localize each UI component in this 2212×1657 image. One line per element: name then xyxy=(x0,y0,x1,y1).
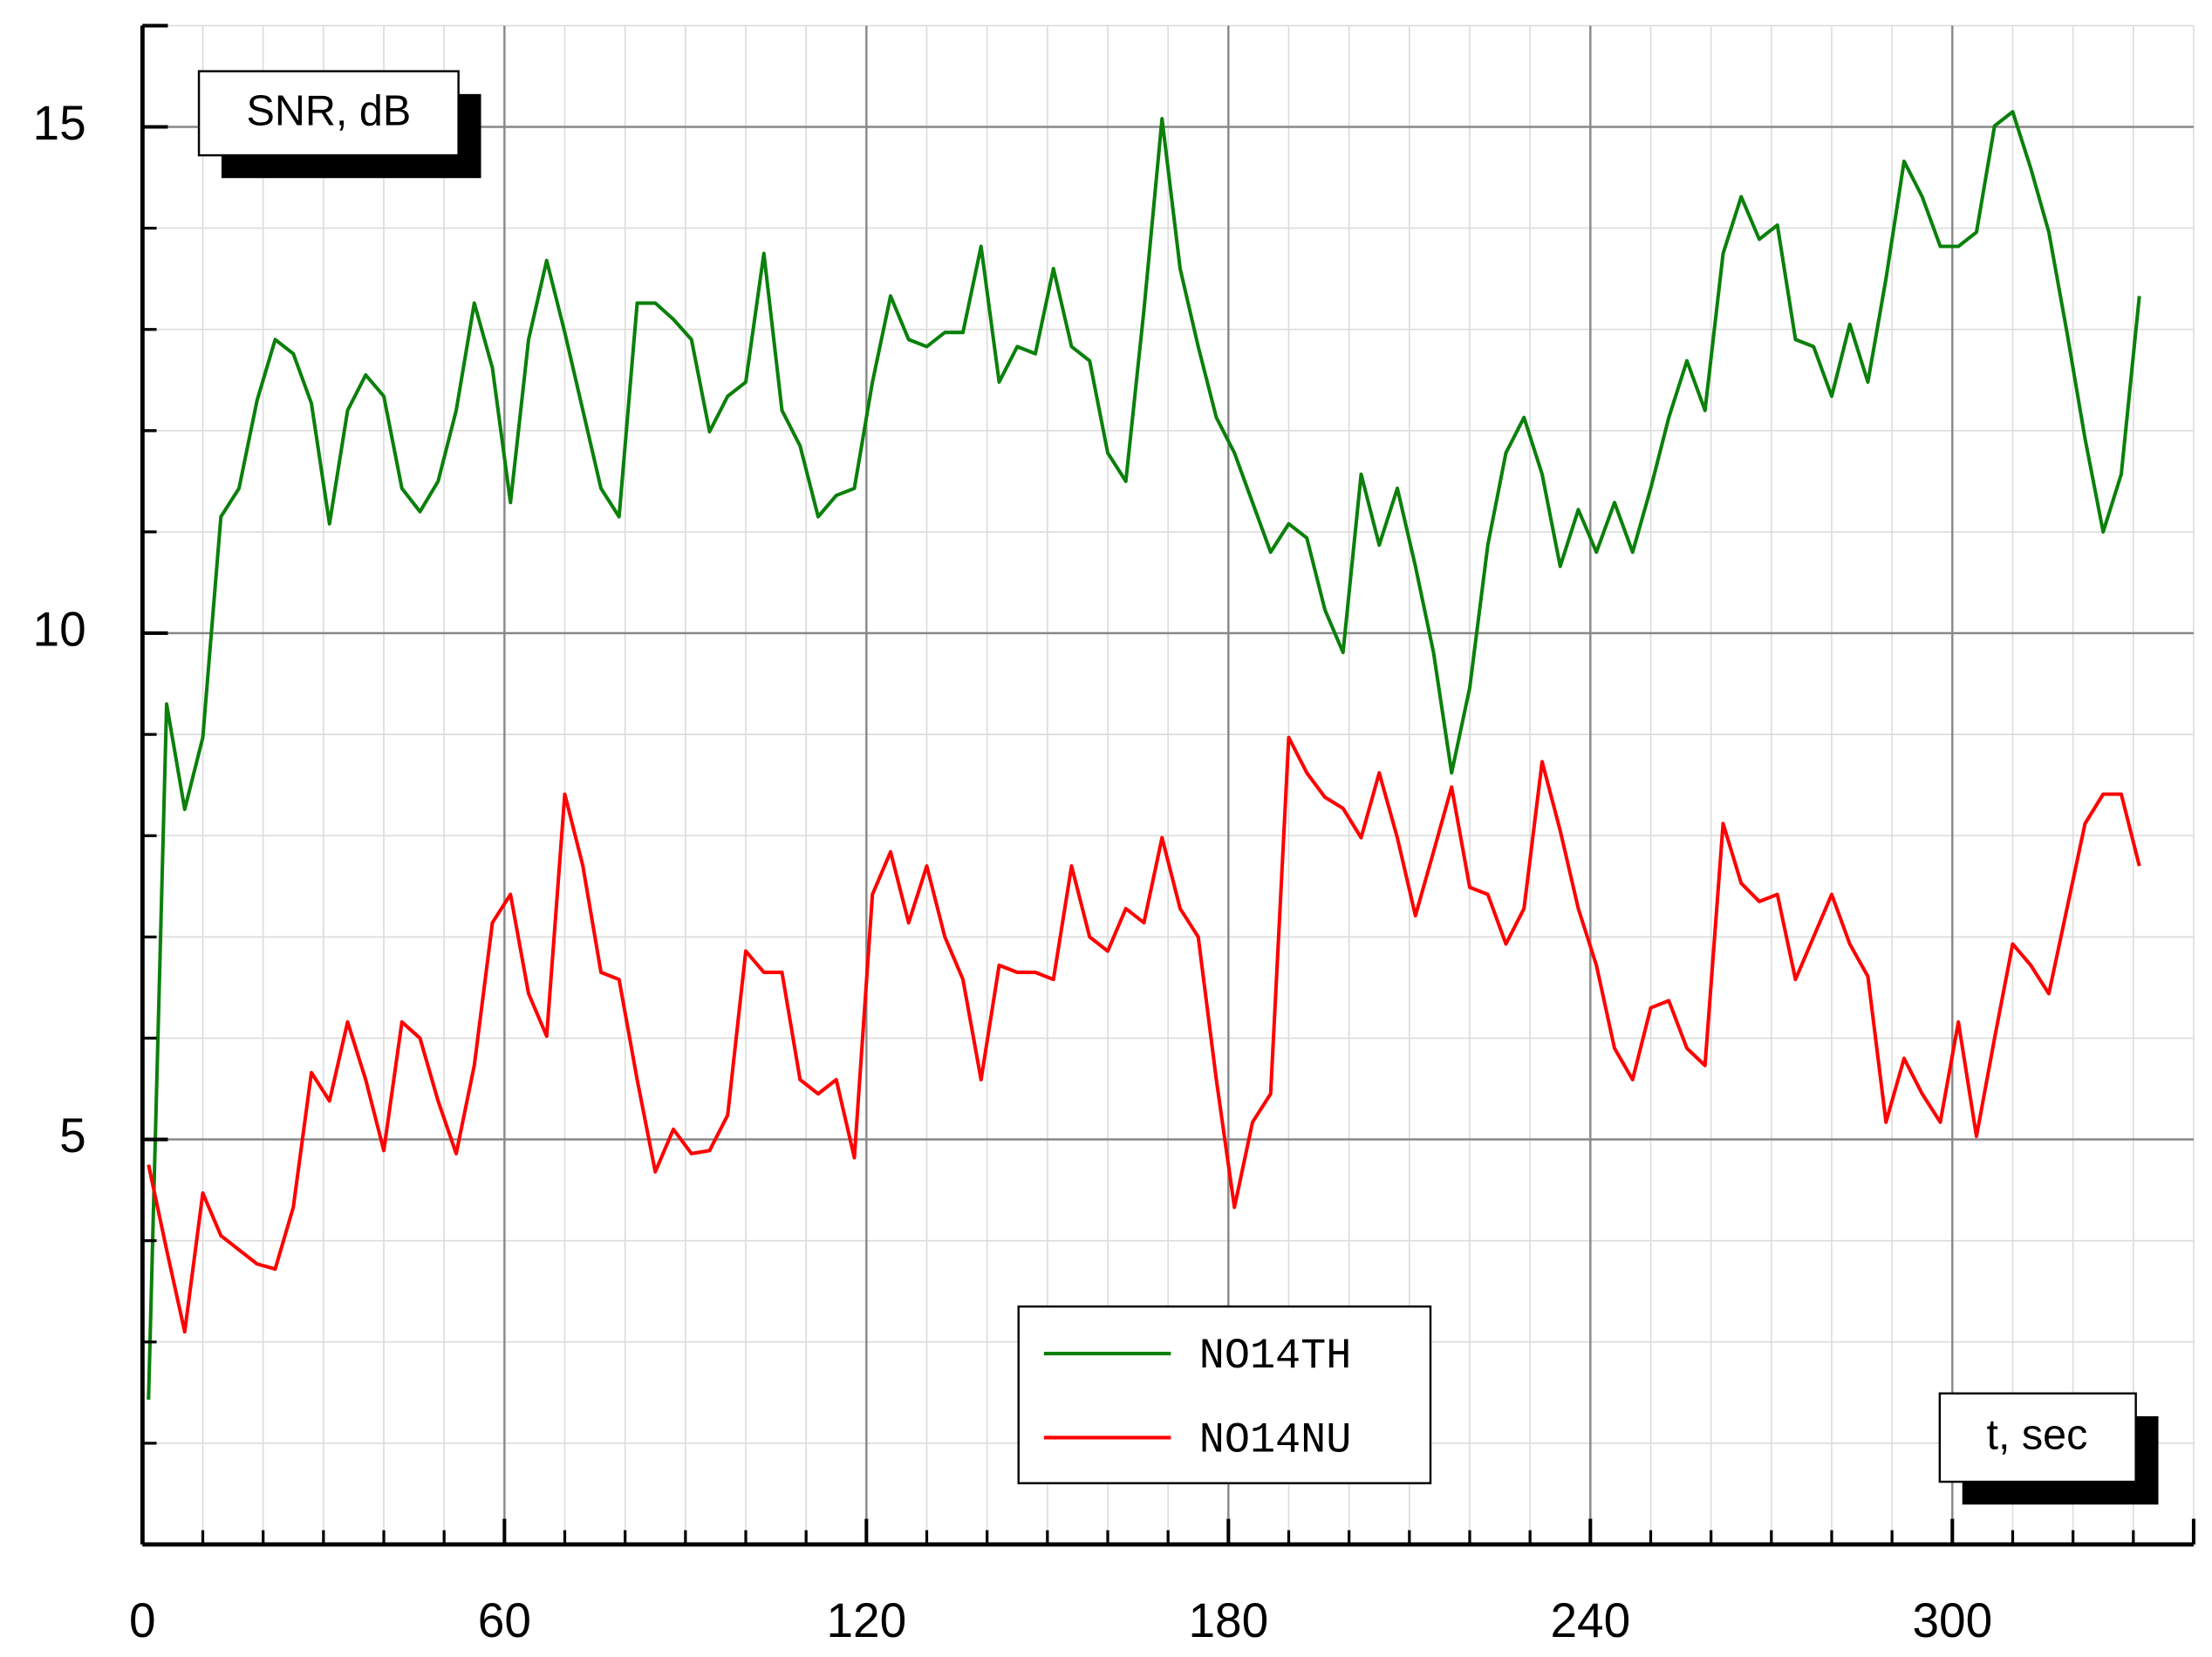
legend-label: NO14NU xyxy=(1199,1415,1352,1464)
y-tick-label: 5 xyxy=(59,1108,86,1163)
axis-labels: SNR, dB t, sec xyxy=(197,70,2159,1505)
axes: 0 60 120 180 240 300 5 10 15 xyxy=(32,24,2195,1647)
y-axis-label: SNR, dB xyxy=(246,87,411,134)
y-tick-label: 15 xyxy=(32,96,85,150)
x-tick-label: 300 xyxy=(1912,1593,1992,1647)
x-tick-label: 240 xyxy=(1550,1593,1630,1647)
x-tick-label: 0 xyxy=(129,1593,156,1647)
legend-label: NO14TH xyxy=(1199,1332,1352,1381)
legend-box xyxy=(1017,1305,1432,1484)
x-label-box xyxy=(1938,1392,2137,1483)
legend: NO14TH NO14NU xyxy=(1017,1305,1432,1484)
x-axis-label: t, sec xyxy=(1986,1411,2087,1458)
y-label-box xyxy=(197,70,460,157)
series-line xyxy=(147,735,2141,1334)
series-line xyxy=(147,110,2141,1400)
x-tick-label: 60 xyxy=(478,1593,531,1647)
y-tick-label: 10 xyxy=(32,602,85,656)
x-tick-label: 180 xyxy=(1188,1593,1268,1647)
x-tick-label: 120 xyxy=(826,1593,906,1647)
plot-lines xyxy=(147,110,2141,1400)
